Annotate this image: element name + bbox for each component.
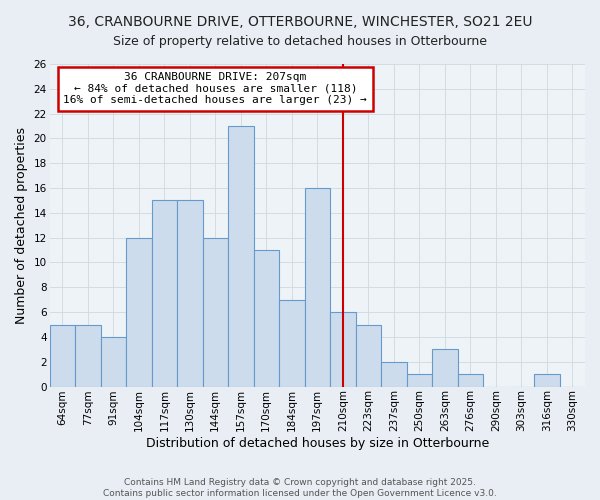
Bar (330, 312, 356, 386)
Bar (381, 362, 407, 386)
Bar (75, 324, 101, 386)
Bar (432, 350, 458, 387)
Text: Contains HM Land Registry data © Crown copyright and database right 2025.
Contai: Contains HM Land Registry data © Crown c… (103, 478, 497, 498)
Bar (101, 337, 126, 386)
Bar (254, 250, 279, 386)
Bar (356, 324, 381, 386)
Bar (534, 374, 560, 386)
X-axis label: Distribution of detached houses by size in Otterbourne: Distribution of detached houses by size … (146, 437, 489, 450)
Bar (177, 200, 203, 386)
Text: 36, CRANBOURNE DRIVE, OTTERBOURNE, WINCHESTER, SO21 2EU: 36, CRANBOURNE DRIVE, OTTERBOURNE, WINCH… (68, 15, 532, 29)
Bar (203, 238, 228, 386)
Text: 36 CRANBOURNE DRIVE: 207sqm
← 84% of detached houses are smaller (118)
16% of se: 36 CRANBOURNE DRIVE: 207sqm ← 84% of det… (64, 72, 367, 106)
Bar (126, 238, 152, 386)
Bar (152, 200, 177, 386)
Bar (228, 126, 254, 386)
Bar (50, 324, 75, 386)
Text: Size of property relative to detached houses in Otterbourne: Size of property relative to detached ho… (113, 35, 487, 48)
Bar (407, 374, 432, 386)
Bar (279, 300, 305, 386)
Y-axis label: Number of detached properties: Number of detached properties (15, 127, 28, 324)
Bar (305, 188, 330, 386)
Bar (458, 374, 483, 386)
